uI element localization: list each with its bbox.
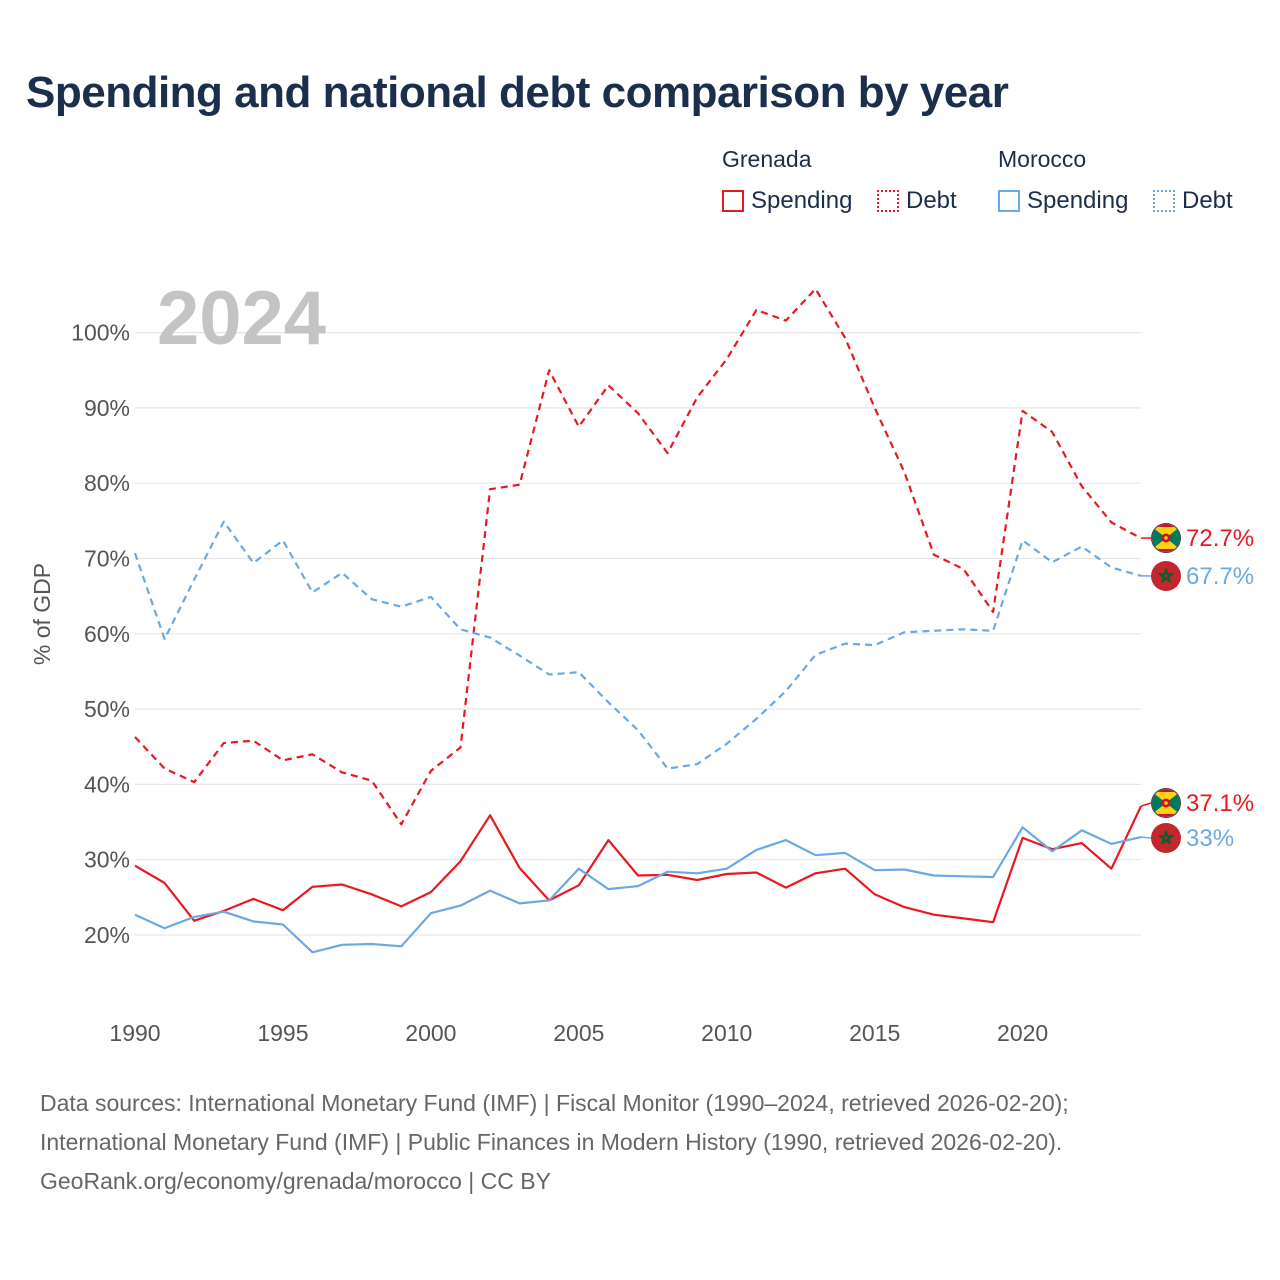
y-tick-label: 80% xyxy=(84,470,130,496)
x-tick-label: 1990 xyxy=(109,1020,160,1046)
legend-label: Debt xyxy=(906,187,957,214)
y-tick-label: 100% xyxy=(71,320,130,346)
y-tick-label: 20% xyxy=(84,922,130,948)
year-watermark: 2024 xyxy=(157,276,326,361)
x-tick-label: 2000 xyxy=(405,1020,456,1046)
legend-swatch-dotted-blue xyxy=(1153,190,1175,212)
y-tick-label: 30% xyxy=(84,847,130,873)
legend-item-grenada-spending[interactable]: Spending xyxy=(722,186,852,216)
y-axis-label: % of GDP xyxy=(29,563,55,665)
end-label-morocco-debt: 67.7% xyxy=(1186,563,1254,590)
series-line-morocco-spending[interactable] xyxy=(134,826,1142,954)
x-tick-label: 2015 xyxy=(849,1020,900,1046)
end-label-connector xyxy=(1140,802,1152,807)
legend-item-grenada-debt[interactable]: Debt xyxy=(877,186,957,216)
end-label-grenada-debt: 72.7% xyxy=(1186,525,1254,552)
legend-item-morocco-spending[interactable]: Spending xyxy=(998,186,1128,216)
series-line-grenada-spending[interactable] xyxy=(134,805,1142,924)
y-tick-label: 40% xyxy=(84,771,130,797)
y-tick-label: 70% xyxy=(84,546,130,572)
end-label-morocco-spending: 33% xyxy=(1186,825,1234,852)
footer-attribution-link[interactable]: GeoRank.org/economy/grenada/morocco | CC… xyxy=(40,1168,551,1194)
legend-swatch-solid-red xyxy=(722,190,744,212)
y-tick-label: 90% xyxy=(84,395,130,421)
chart-title: Spending and national debt comparison by… xyxy=(26,68,1009,117)
x-tick-label: 2020 xyxy=(997,1020,1048,1046)
legend-swatch-dotted-red xyxy=(877,190,899,212)
y-tick-label: 60% xyxy=(84,621,130,647)
series-line-morocco-debt[interactable] xyxy=(133,520,1142,770)
legend-item-morocco-debt[interactable]: Debt xyxy=(1153,186,1233,216)
legend-swatch-solid-blue xyxy=(998,190,1020,212)
legend-group-morocco: Morocco xyxy=(998,146,1087,172)
legend-label: Spending xyxy=(751,187,853,214)
grenada-flag-icon xyxy=(1151,523,1181,553)
legend-group-grenada: Grenada xyxy=(722,146,812,172)
grenada-flag-icon xyxy=(1151,788,1181,818)
morocco-flag-icon xyxy=(1151,823,1181,853)
x-tick-label: 2005 xyxy=(553,1020,604,1046)
legend-label: Spending xyxy=(1027,187,1129,214)
legend-label: Debt xyxy=(1182,187,1233,214)
series-line-grenada-debt[interactable] xyxy=(134,287,1142,826)
y-tick-label: 50% xyxy=(84,696,130,722)
x-tick-label: 1995 xyxy=(257,1020,308,1046)
footer-sources-line-1: Data sources: International Monetary Fun… xyxy=(40,1090,1069,1116)
end-label-connector xyxy=(1140,836,1152,839)
x-tick-label: 2010 xyxy=(701,1020,752,1046)
morocco-flag-icon xyxy=(1151,561,1181,591)
end-label-grenada-spending: 37.1% xyxy=(1186,790,1254,817)
footer-sources-line-2: International Monetary Fund (IMF) | Publ… xyxy=(40,1129,1063,1155)
